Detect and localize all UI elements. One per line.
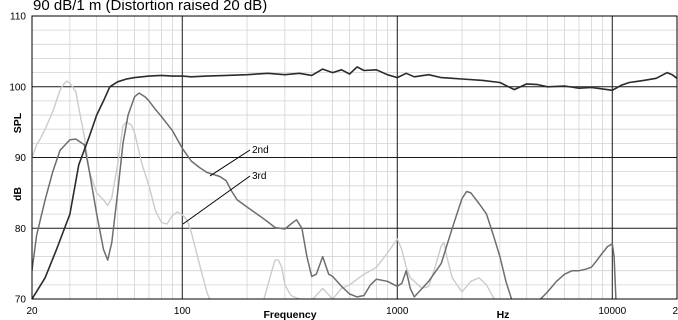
x-tick-label: 2 — [672, 306, 678, 317]
x-axis-label: Frequency — [263, 309, 316, 320]
annotation-3rd: 3rd — [252, 171, 266, 182]
annotation-leaders — [182, 149, 251, 225]
grid — [32, 16, 677, 299]
x-tick-label: 100 — [174, 306, 191, 317]
y-axis-label: SPL — [12, 112, 24, 133]
plot-frame — [31, 15, 678, 300]
y-axis-unit: dB — [12, 187, 24, 201]
x-tick-label: 1000 — [386, 306, 409, 317]
y-tick-label: 100 — [9, 82, 26, 93]
x-tick-labels: 20 100 1000 10000 2 — [26, 306, 678, 317]
leader-3rd — [182, 175, 251, 225]
y-tick-label: 90 — [15, 153, 27, 164]
x-tick-label: 10000 — [598, 306, 626, 317]
y-tick-labels: 70 80 90 100 110 — [9, 12, 26, 306]
x-tick-label: 20 — [26, 306, 38, 317]
y-tick-label: 110 — [10, 12, 26, 23]
series-line-2nd — [32, 92, 617, 299]
series-line-fundamental — [32, 66, 677, 299]
annotation-2nd: 2nd — [252, 145, 269, 156]
y-tick-label: 70 — [15, 295, 27, 306]
x-axis-unit: Hz — [497, 309, 510, 320]
series-group — [32, 66, 677, 299]
chart-title: 90 dB/1 m (Distortion raised 20 dB) — [33, 0, 267, 14]
leader-2nd — [209, 149, 251, 177]
y-tick-label: 80 — [15, 224, 27, 235]
